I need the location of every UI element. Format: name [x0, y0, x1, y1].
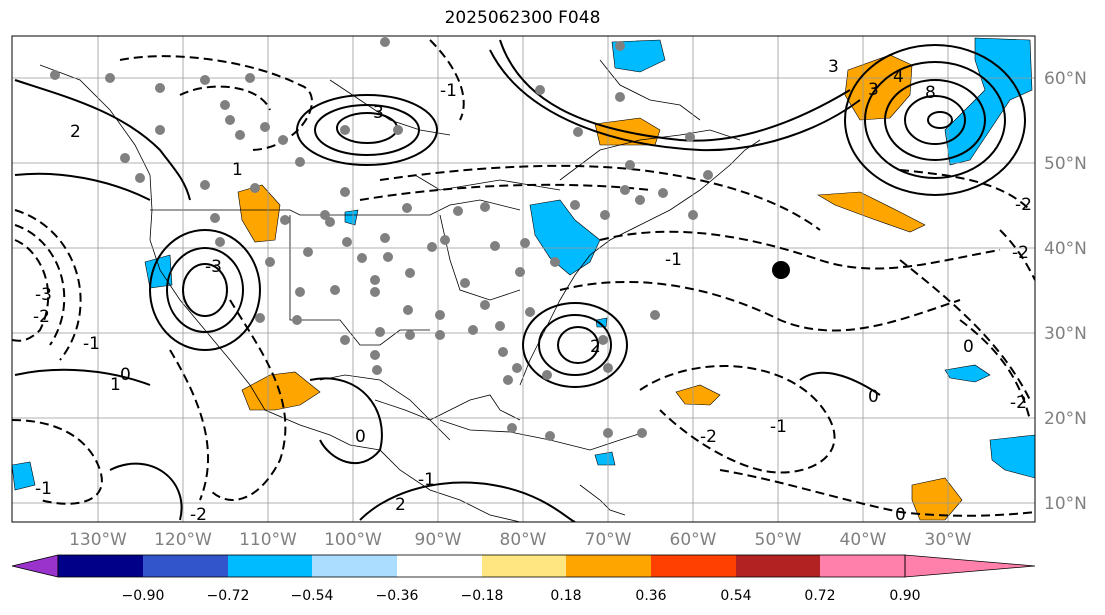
contour-label: 1 [110, 375, 121, 395]
lon-label: 80°W [500, 530, 547, 550]
lat-label: 40°N [1044, 239, 1087, 259]
colorbar-tick: −0.18 [461, 588, 504, 604]
contour-label: 0 [963, 337, 974, 357]
lon-label: 90°W [415, 530, 462, 550]
colorbar-segment [397, 555, 482, 577]
colorbar-tick: −0.72 [207, 588, 250, 604]
contour-label: 3 [868, 80, 879, 100]
colorbar-segment [736, 555, 820, 577]
solid-contours [14, 39, 1026, 522]
lon-label: 70°W [585, 530, 632, 550]
colorbar-segment [482, 555, 566, 577]
contour-label: -2 [1012, 243, 1029, 263]
graticule [12, 36, 1035, 522]
contour-label: -2 [33, 307, 50, 327]
contour-label: 2 [395, 495, 406, 515]
contour-label: -3 [205, 257, 222, 277]
lat-label: 30°N [1044, 324, 1087, 344]
lon-label: 60°W [670, 530, 717, 550]
contour-label: -1 [83, 334, 100, 354]
lat-label: 20°N [1044, 409, 1087, 429]
contour-label: 0 [868, 387, 879, 407]
colorbar-tick: 0.18 [550, 588, 581, 604]
lon-label: 100°W [324, 530, 382, 550]
colorbar-segment [820, 555, 905, 577]
colorbar-segment [312, 555, 397, 577]
colorbar-tick: 0.54 [720, 588, 751, 604]
contour-label: 0 [120, 365, 131, 385]
lon-label: 130°W [69, 530, 127, 550]
colorbar-tick: −0.54 [291, 588, 334, 604]
contour-label: -2 [1015, 195, 1032, 215]
lon-label: 120°W [154, 530, 212, 550]
contour-label: -1 [418, 470, 435, 490]
contour-label: 2 [590, 337, 601, 357]
colorbar-extend-high [904, 554, 1036, 578]
colorbar [11, 554, 1036, 578]
colorbar-tick: 0.72 [804, 588, 835, 604]
longitude-labels: 130°W 120°W 110°W 100°W 90°W 80°W 70°W 6… [69, 530, 972, 550]
lat-label: 60°N [1044, 69, 1087, 89]
lon-label: 50°W [755, 530, 802, 550]
colorbar-segment [228, 555, 312, 577]
contour-label: 4 [893, 67, 904, 87]
contour-label: 3 [373, 103, 384, 123]
colorbar-segment [651, 555, 736, 577]
colorbar-tick: −0.90 [122, 588, 165, 604]
contour-label: -2 [1010, 393, 1027, 413]
contour-label: -3 [35, 285, 52, 305]
map-title: 2025062300 F048 [444, 8, 601, 28]
lon-label: 30°W [925, 530, 972, 550]
latitude-labels: 60°N 50°N 40°N 30°N 20°N 10°N [1044, 69, 1087, 514]
map-frame [11, 35, 1036, 523]
colorbar-segment [58, 555, 143, 577]
colorbar-ticks: −0.90 −0.72 −0.54 −0.36 −0.18 0.18 0.36 … [122, 588, 921, 604]
contour-label: 1 [232, 160, 243, 180]
lon-label: 40°W [840, 530, 887, 550]
colorbar-segment [143, 555, 228, 577]
contour-label: 3 [828, 57, 839, 77]
colorbar-border [57, 554, 906, 578]
contour-label: -1 [665, 250, 682, 270]
colorbar-tick: 0.90 [889, 588, 920, 604]
marker-dot [772, 261, 790, 279]
colorbar-tick: −0.36 [376, 588, 419, 604]
contour-label: -2 [700, 427, 717, 447]
colorbar-extend-low [11, 554, 59, 578]
colorbar-tick: 0.36 [635, 588, 666, 604]
colorbar-segment [566, 555, 651, 577]
lat-label: 10°N [1044, 494, 1087, 514]
contour-label: 8 [925, 83, 936, 103]
lat-label: 50°N [1044, 154, 1087, 174]
station-dots [50, 37, 713, 441]
contour-label: -1 [35, 479, 52, 499]
contour-label: 0 [895, 505, 906, 525]
contour-label: -1 [440, 81, 457, 101]
contour-labels: 3 -1 -3 -2 -1 0 -1 2 3 1 -3 0 2 -2 -1 -2… [33, 57, 1032, 525]
contour-label: 0 [355, 427, 366, 447]
contour-label: 2 [70, 122, 81, 142]
lon-label: 110°W [239, 530, 297, 550]
contour-label: -1 [770, 417, 787, 437]
contour-label: -2 [190, 505, 207, 525]
